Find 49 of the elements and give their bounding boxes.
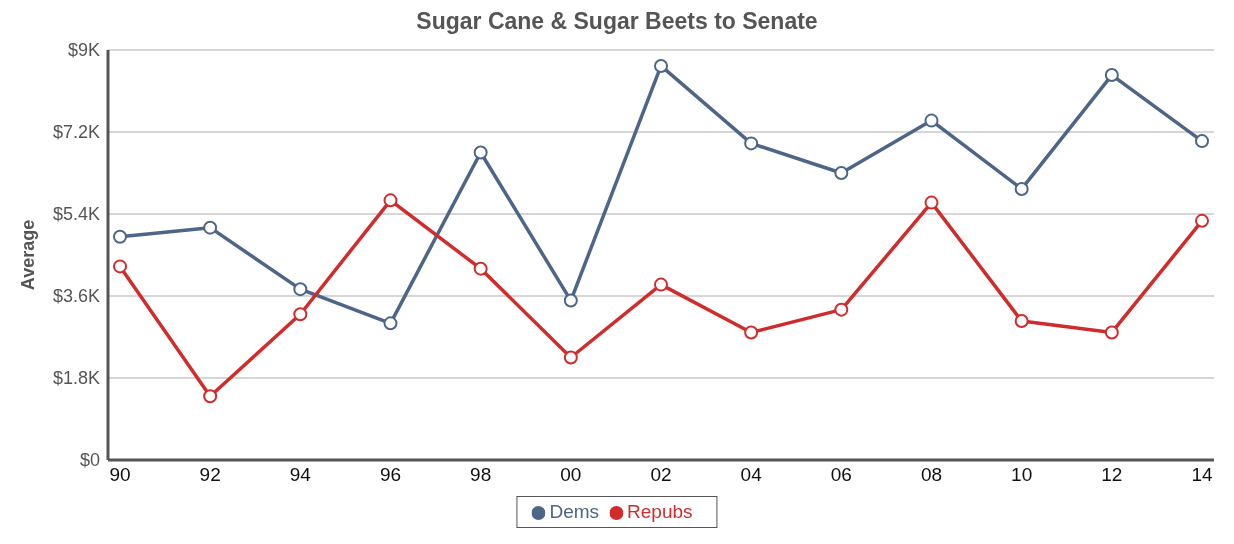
point <box>383 193 398 208</box>
y-tick-label: $0 <box>79 450 100 471</box>
point <box>203 220 218 235</box>
x-tick-label: 92 <box>199 464 221 486</box>
point <box>383 316 398 331</box>
chart-title: Sugar Cane & Sugar Beets to Senate <box>415 8 819 36</box>
y-axis-title: Average <box>18 219 39 291</box>
x-tick-label: 00 <box>560 464 582 486</box>
point <box>293 282 308 297</box>
y-tick-label: $9K <box>67 40 100 61</box>
point <box>834 302 849 317</box>
point <box>113 259 127 274</box>
point <box>1104 325 1119 340</box>
point <box>924 113 939 128</box>
x-tick-label: 04 <box>740 464 763 486</box>
x-tick-label: 10 <box>1011 464 1033 486</box>
legend-label: Repubs <box>627 501 693 522</box>
x-tick-label: 08 <box>920 464 943 486</box>
point <box>563 350 578 365</box>
point <box>1014 314 1029 329</box>
point <box>1014 181 1029 196</box>
point <box>654 58 668 73</box>
point <box>744 136 759 151</box>
point <box>1104 68 1119 83</box>
point <box>203 389 218 404</box>
x-tick-label: 06 <box>830 464 852 486</box>
x-tick-label: 02 <box>650 464 672 486</box>
point <box>744 325 759 340</box>
point <box>113 229 127 244</box>
y-tick-label: $3.6K <box>52 286 100 307</box>
point <box>563 293 578 308</box>
point <box>1195 213 1209 228</box>
x-tick-label: 90 <box>109 464 131 486</box>
y-tick-label: $7.2K <box>52 122 100 143</box>
x-tick-label: 94 <box>289 464 312 486</box>
point <box>654 277 668 292</box>
y-tick-label: $1.8K <box>52 368 100 389</box>
x-tick-label: 96 <box>379 464 402 486</box>
point <box>473 261 488 276</box>
y-tick-label: $5.4K <box>52 204 100 225</box>
legend-label: Dems <box>549 501 600 522</box>
point <box>1195 134 1209 149</box>
x-tick-label: 98 <box>470 464 492 486</box>
point <box>834 166 849 180</box>
point <box>473 145 488 160</box>
x-tick-label: 14 <box>1191 464 1213 486</box>
x-tick-label: 12 <box>1101 464 1123 486</box>
point <box>924 195 939 210</box>
point <box>293 307 308 322</box>
